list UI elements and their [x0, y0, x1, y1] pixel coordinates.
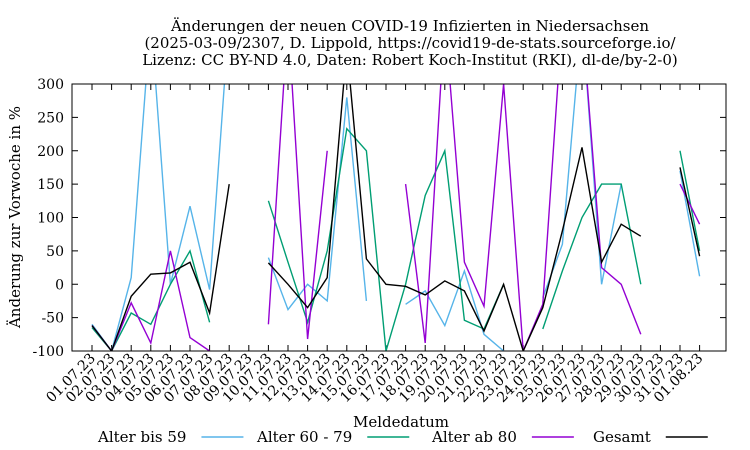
y-tick-label: 0 [55, 277, 64, 293]
x-tick-labels: 01.07.2302.07.2303.07.2304.07.2305.07.23… [43, 351, 706, 406]
y-tick-label: 200 [37, 144, 64, 160]
legend-label: Gesamt [593, 428, 651, 446]
title-line-1: Änderungen der neuen COVID-19 Infizierte… [170, 17, 649, 35]
legend-label: Alter 60 - 79 [256, 428, 352, 446]
series-line-4 [91, 84, 701, 351]
y-tick-label: 300 [37, 77, 64, 93]
series-line-3 [91, 84, 701, 351]
legend: Alter bis 59 Alter 60 - 79 Alter ab 80 Gesa… [97, 428, 708, 446]
title-line-2: (2025-03-09/2307, D. Lippold, https://co… [144, 34, 676, 52]
y-tick-label: 100 [37, 211, 64, 227]
legend-label: Alter bis 59 [97, 428, 186, 446]
y-tick-label: -50 [41, 311, 64, 327]
y-tick-label: 150 [37, 177, 64, 193]
x-axis-label: Meldedatum [353, 413, 449, 431]
axis-ticks [72, 83, 726, 352]
legend-label: Alter ab 80 [431, 428, 517, 446]
title-line-3: Lizenz: CC BY-ND 4.0, Daten: Robert Koch… [142, 51, 678, 69]
plot-frame [71, 83, 727, 352]
chart-title: Änderungen der neuen COVID-19 Infizierte… [142, 17, 678, 69]
series-line-2 [91, 127, 701, 351]
y-axis-label: Änderung zur Vorwoche in % [6, 106, 24, 329]
y-tick-label: 50 [46, 244, 64, 260]
y-tick-label: -100 [33, 344, 64, 360]
y-tick-labels: -100 -50 0 50 100 150 200 250 300 [33, 77, 64, 360]
y-tick-label: 250 [37, 110, 64, 126]
series-lines [91, 84, 701, 351]
